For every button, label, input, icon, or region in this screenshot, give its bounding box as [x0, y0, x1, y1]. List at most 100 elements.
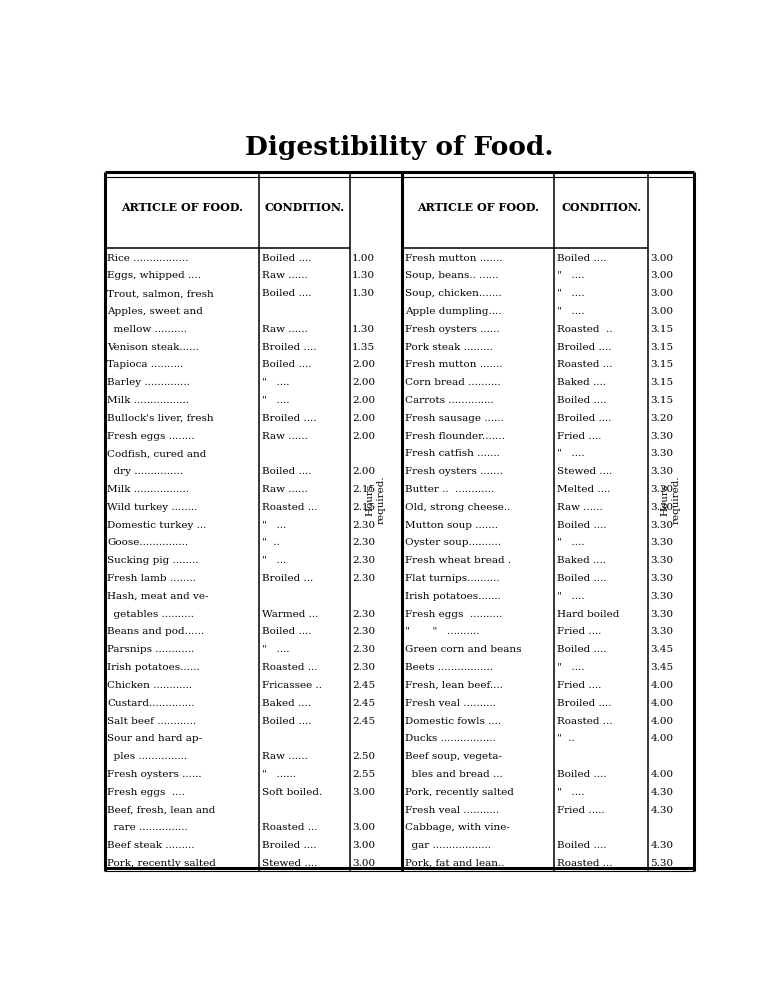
Text: 1.30: 1.30 — [352, 289, 375, 298]
Text: 2.00: 2.00 — [352, 395, 375, 404]
Text: Sour and hard ap-: Sour and hard ap- — [107, 734, 203, 742]
Text: Fresh sausage ......: Fresh sausage ...... — [404, 413, 503, 422]
Text: 2.30: 2.30 — [352, 645, 375, 654]
Text: 2.45: 2.45 — [352, 716, 375, 725]
Text: Broiled ....: Broiled .... — [262, 840, 316, 849]
Text: Mutton soup .......: Mutton soup ....... — [404, 521, 498, 529]
Text: 3.00: 3.00 — [352, 840, 375, 849]
Text: ARTICLE OF FOOD.: ARTICLE OF FOOD. — [418, 202, 539, 213]
Text: Irish potatoes.......: Irish potatoes....... — [404, 592, 501, 600]
Text: bles and bread ...: bles and bread ... — [404, 769, 502, 778]
Text: 3.30: 3.30 — [650, 556, 674, 565]
Text: Broiled ....: Broiled .... — [557, 342, 612, 351]
Text: 2.30: 2.30 — [352, 663, 375, 671]
Text: "   ....: " .... — [557, 538, 584, 547]
Text: 3.30: 3.30 — [650, 521, 674, 529]
Text: Boiled ....: Boiled .... — [262, 253, 311, 262]
Text: Digestibility of Food.: Digestibility of Food. — [245, 135, 554, 160]
Text: Soup, chicken.......: Soup, chicken....... — [404, 289, 502, 298]
Text: Butter ..  ............: Butter .. ............ — [404, 484, 494, 494]
Text: 4.30: 4.30 — [650, 805, 674, 813]
Text: Pork steak .........: Pork steak ......... — [404, 342, 492, 351]
Text: 4.00: 4.00 — [650, 769, 674, 778]
Text: "   ....: " .... — [262, 395, 289, 404]
Text: 3.30: 3.30 — [650, 627, 674, 636]
Text: Fried ....: Fried .... — [557, 680, 601, 689]
Text: Parsnips ............: Parsnips ............ — [107, 645, 194, 654]
Text: Fresh, lean beef....: Fresh, lean beef.... — [404, 680, 502, 689]
Text: 2.15: 2.15 — [352, 484, 375, 494]
Text: 3.15: 3.15 — [650, 360, 674, 369]
Text: 4.00: 4.00 — [650, 734, 674, 742]
Text: Apple dumpling....: Apple dumpling.... — [404, 307, 501, 316]
Text: Carrots ..............: Carrots .............. — [404, 395, 493, 404]
Text: Rice .................: Rice ................. — [107, 253, 189, 262]
Text: Irish potatoes......: Irish potatoes...... — [107, 663, 199, 671]
Text: gar ..................: gar .................. — [404, 840, 491, 849]
Text: 1.35: 1.35 — [352, 342, 375, 351]
Text: 2.30: 2.30 — [352, 521, 375, 529]
Text: Fresh eggs  ....: Fresh eggs .... — [107, 787, 185, 796]
Text: 3.00: 3.00 — [650, 271, 674, 280]
Text: 3.00: 3.00 — [650, 253, 674, 262]
Text: Chicken ............: Chicken ............ — [107, 680, 192, 689]
Text: Hash, meat and ve-: Hash, meat and ve- — [107, 592, 209, 600]
Text: Roasted  ..: Roasted .. — [557, 324, 612, 333]
Text: 2.45: 2.45 — [352, 680, 375, 689]
Text: Warmed ...: Warmed ... — [262, 609, 318, 618]
Text: 4.00: 4.00 — [650, 680, 674, 689]
Text: 3.45: 3.45 — [650, 645, 674, 654]
Text: Baked ....: Baked .... — [262, 698, 311, 707]
Text: "   ....: " .... — [557, 592, 584, 600]
Text: 3.20: 3.20 — [650, 413, 674, 422]
Text: Corn bread ..........: Corn bread .......... — [404, 378, 500, 387]
Text: Venison steak......: Venison steak...... — [107, 342, 199, 351]
Text: Raw ......: Raw ...... — [262, 751, 308, 760]
Text: 3.15: 3.15 — [650, 342, 674, 351]
Text: "  ..: " .. — [557, 734, 575, 742]
Text: 3.00: 3.00 — [650, 289, 674, 298]
Text: Fresh eggs ........: Fresh eggs ........ — [107, 431, 195, 440]
Text: Trout, salmon, fresh: Trout, salmon, fresh — [107, 289, 213, 298]
Text: 4.30: 4.30 — [650, 787, 674, 796]
Text: Beans and pod......: Beans and pod...... — [107, 627, 204, 636]
Text: 2.45: 2.45 — [352, 698, 375, 707]
Text: 1.00: 1.00 — [352, 253, 375, 262]
Text: Goose...............: Goose............... — [107, 538, 189, 547]
Text: dry ...............: dry ............... — [107, 466, 183, 475]
Text: Melted ....: Melted .... — [557, 484, 610, 494]
Text: Domestic fowls ....: Domestic fowls .... — [404, 716, 501, 725]
Text: Wild turkey ........: Wild turkey ........ — [107, 502, 197, 512]
Text: 3.30: 3.30 — [650, 484, 674, 494]
Text: Custard..............: Custard.............. — [107, 698, 195, 707]
Text: Raw ......: Raw ...... — [262, 431, 308, 440]
Text: "       "   ..........: " " .......... — [404, 627, 479, 636]
Text: Boiled ....: Boiled .... — [557, 645, 606, 654]
Text: "   ....: " .... — [262, 378, 289, 387]
Text: Fricassee ..: Fricassee .. — [262, 680, 322, 689]
Text: 3.00: 3.00 — [352, 822, 375, 831]
Text: Boiled ....: Boiled .... — [262, 627, 311, 636]
Text: Baked ....: Baked .... — [557, 378, 606, 387]
Text: 2.30: 2.30 — [352, 627, 375, 636]
Text: Beef steak .........: Beef steak ......... — [107, 840, 195, 849]
Text: 5.30: 5.30 — [650, 858, 674, 867]
Text: Pork, recently salted: Pork, recently salted — [107, 858, 216, 867]
Text: 1.30: 1.30 — [352, 324, 375, 333]
Text: Stewed ....: Stewed .... — [262, 858, 317, 867]
Text: 3.30: 3.30 — [650, 609, 674, 618]
Text: 4.30: 4.30 — [650, 840, 674, 849]
Text: CONDITION.: CONDITION. — [264, 202, 344, 213]
Text: Boiled ....: Boiled .... — [262, 716, 311, 725]
Text: Flat turnips..........: Flat turnips.......... — [404, 574, 499, 583]
Text: 3.30: 3.30 — [650, 574, 674, 583]
Text: Bullock's liver, fresh: Bullock's liver, fresh — [107, 413, 213, 422]
Text: Fresh oysters ......: Fresh oysters ...... — [107, 769, 202, 778]
Text: Salt beef ............: Salt beef ............ — [107, 716, 196, 725]
Text: Old, strong cheese..: Old, strong cheese.. — [404, 502, 510, 512]
Text: Beets .................: Beets ................. — [404, 663, 492, 671]
Text: Boiled ....: Boiled .... — [557, 769, 606, 778]
Text: 3.30: 3.30 — [650, 592, 674, 600]
Text: 2.00: 2.00 — [352, 360, 375, 369]
Text: Broiled ...: Broiled ... — [262, 574, 313, 583]
